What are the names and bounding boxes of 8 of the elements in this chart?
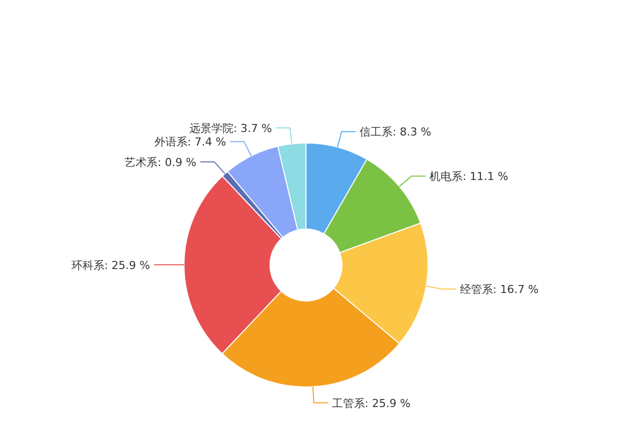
slice-label: 艺术系: 0.9 % — [124, 156, 196, 169]
slice-label: 远景学院: 3.7 % — [189, 122, 272, 135]
slice-label: 外语系: 7.4 % — [154, 136, 226, 149]
slice-label: 工管系: 25.9 % — [332, 396, 410, 410]
slice-label: 经管系: 16.7 % — [460, 282, 539, 296]
slice-label: 环科系: 25.9 % — [71, 258, 150, 272]
slice-label: 机电系: 11.1 % — [430, 170, 508, 184]
slice-label: 信工系: 8.3 % — [360, 126, 432, 139]
